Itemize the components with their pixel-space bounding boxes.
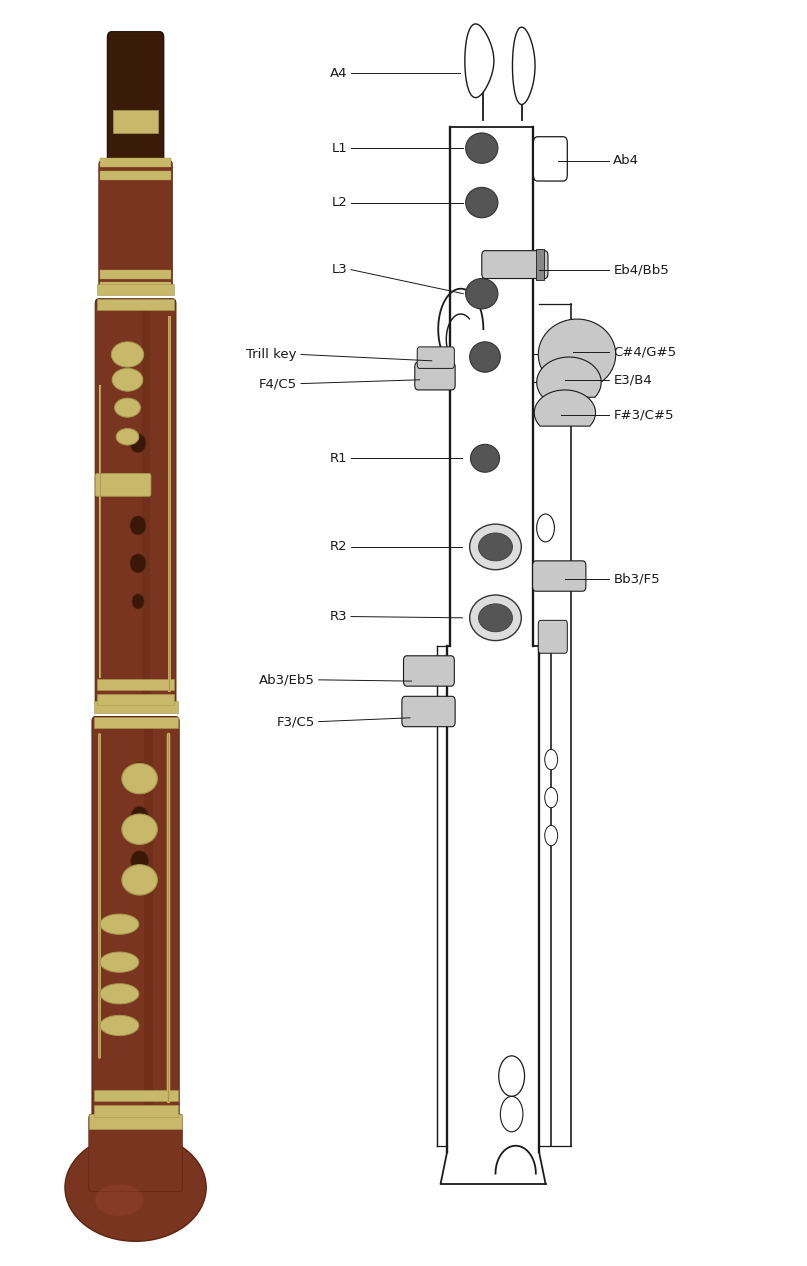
Ellipse shape [479,533,512,561]
Text: R1: R1 [329,452,347,465]
Polygon shape [537,357,601,398]
Ellipse shape [112,368,143,391]
Bar [97,284,174,295]
Ellipse shape [131,806,148,827]
FancyBboxPatch shape [98,161,173,292]
Ellipse shape [95,1185,144,1215]
Ellipse shape [132,594,144,609]
Ellipse shape [470,444,500,472]
Text: Ab4: Ab4 [613,154,639,167]
Bar [536,249,544,280]
Ellipse shape [130,476,146,495]
Polygon shape [534,390,596,427]
Text: Ab3/Eb5: Ab3/Eb5 [259,674,315,686]
Ellipse shape [130,433,146,453]
FancyBboxPatch shape [107,32,164,165]
Ellipse shape [466,133,498,163]
Bar [97,694,174,705]
Bar [97,299,174,310]
Ellipse shape [100,984,139,1004]
FancyBboxPatch shape [404,656,454,686]
Bar [113,110,158,133]
Circle shape [545,787,558,808]
Circle shape [500,1096,523,1132]
Ellipse shape [122,814,157,844]
Bar [101,171,171,180]
Ellipse shape [131,851,148,871]
Ellipse shape [131,762,148,782]
FancyBboxPatch shape [482,251,548,279]
Bar [89,1114,182,1129]
Text: L1: L1 [331,142,347,154]
Text: R3: R3 [329,610,347,623]
Ellipse shape [130,553,146,572]
FancyBboxPatch shape [95,299,176,708]
Ellipse shape [122,763,157,794]
Ellipse shape [65,1134,207,1241]
Text: R2: R2 [329,541,347,553]
FancyBboxPatch shape [119,62,153,168]
FancyBboxPatch shape [92,717,179,1119]
Text: F3/C5: F3/C5 [277,715,315,728]
Circle shape [537,514,554,542]
Bar [101,270,171,279]
Bar [94,1105,178,1117]
FancyBboxPatch shape [402,696,455,727]
Text: F#3/C#5: F#3/C#5 [613,409,674,422]
Bar [101,282,171,291]
Bar [94,701,178,713]
Bar [142,304,150,703]
Ellipse shape [470,524,521,570]
Ellipse shape [479,604,512,632]
Text: F4/C5: F4/C5 [259,377,297,390]
Text: Eb4/Bb5: Eb4/Bb5 [613,263,669,276]
Ellipse shape [100,914,139,934]
Ellipse shape [130,517,146,536]
Text: Trill key: Trill key [246,348,297,361]
Ellipse shape [466,187,498,218]
Bar [97,679,174,690]
Text: A4: A4 [329,67,347,80]
FancyBboxPatch shape [538,620,567,653]
Circle shape [545,825,558,846]
Bar [144,722,153,1114]
FancyBboxPatch shape [95,473,151,496]
Circle shape [499,1056,525,1096]
FancyBboxPatch shape [417,347,454,368]
Ellipse shape [122,865,157,895]
Bar [94,1090,178,1101]
Text: L3: L3 [331,263,347,276]
Ellipse shape [100,952,139,972]
Text: E3/B4: E3/B4 [613,373,652,386]
FancyBboxPatch shape [89,1114,182,1191]
FancyBboxPatch shape [415,362,455,390]
Polygon shape [465,24,494,97]
Text: L2: L2 [331,196,347,209]
Ellipse shape [115,398,140,417]
Circle shape [545,749,558,770]
Polygon shape [512,27,535,105]
Bar [101,158,171,167]
Ellipse shape [470,342,500,372]
Ellipse shape [466,279,498,309]
Polygon shape [538,319,616,384]
FancyBboxPatch shape [533,137,567,181]
Ellipse shape [111,342,144,367]
Ellipse shape [116,428,139,446]
Ellipse shape [100,1015,139,1036]
Text: Bb3/F5: Bb3/F5 [613,572,660,585]
Text: C#4/G#5: C#4/G#5 [613,346,676,358]
FancyBboxPatch shape [533,561,586,591]
Ellipse shape [470,595,521,641]
Bar [94,717,178,728]
